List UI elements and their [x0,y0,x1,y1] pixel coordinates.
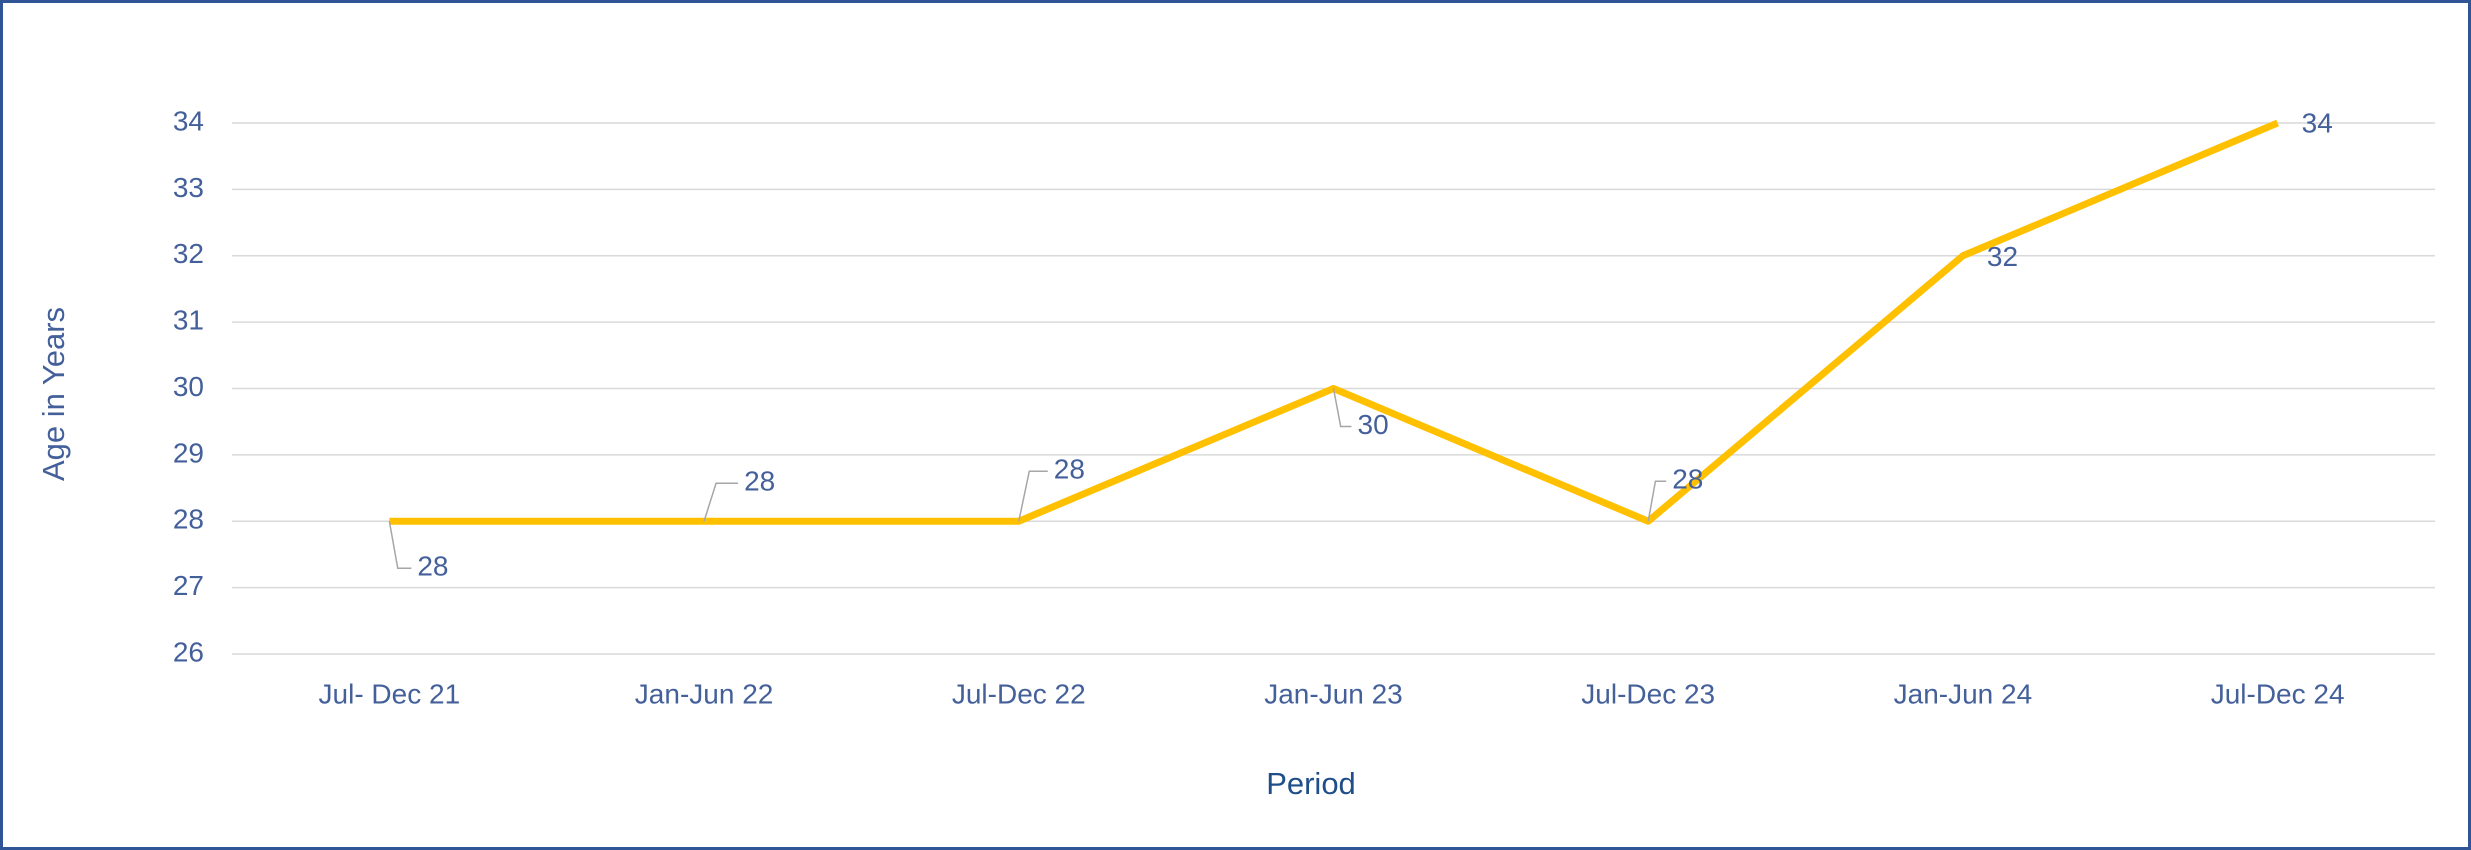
y-tick-label: 29 [173,437,204,468]
leader-line [1647,480,1667,522]
x-tick-label: Jul- Dec 21 [319,678,461,709]
data-label: 28 [1672,464,1703,495]
x-tick-label: Jul-Dec 24 [2211,678,2345,709]
y-tick-label: 31 [173,305,204,336]
data-label: 28 [417,551,448,582]
x-tick-label: Jan-Jun 23 [1264,678,1403,709]
x-tick-label: Jul-Dec 23 [1581,678,1715,709]
leader-line [388,521,412,569]
y-tick-label: 33 [173,172,204,203]
leader-line [1018,470,1048,522]
data-label: 32 [1987,241,2018,272]
y-tick-label: 32 [173,238,204,269]
x-tick-label: Jan-Jun 24 [1894,678,2033,709]
data-label: 28 [744,466,775,497]
data-label: 28 [1054,454,1085,485]
y-tick-label: 28 [173,504,204,535]
x-axis-title: Period [1266,766,1356,801]
data-label: 30 [1358,409,1389,440]
leader-line [703,482,739,522]
data-label: 34 [2302,107,2333,138]
y-tick-label: 26 [173,636,204,667]
x-tick-label: Jan-Jun 22 [635,678,774,709]
leader-line [1332,388,1352,428]
y-tick-label: 27 [173,570,204,601]
y-axis-title: Age in Years [36,307,71,481]
y-tick-label: 30 [173,371,204,402]
y-tick-label: 34 [173,105,204,136]
x-tick-label: Jul-Dec 22 [952,678,1086,709]
